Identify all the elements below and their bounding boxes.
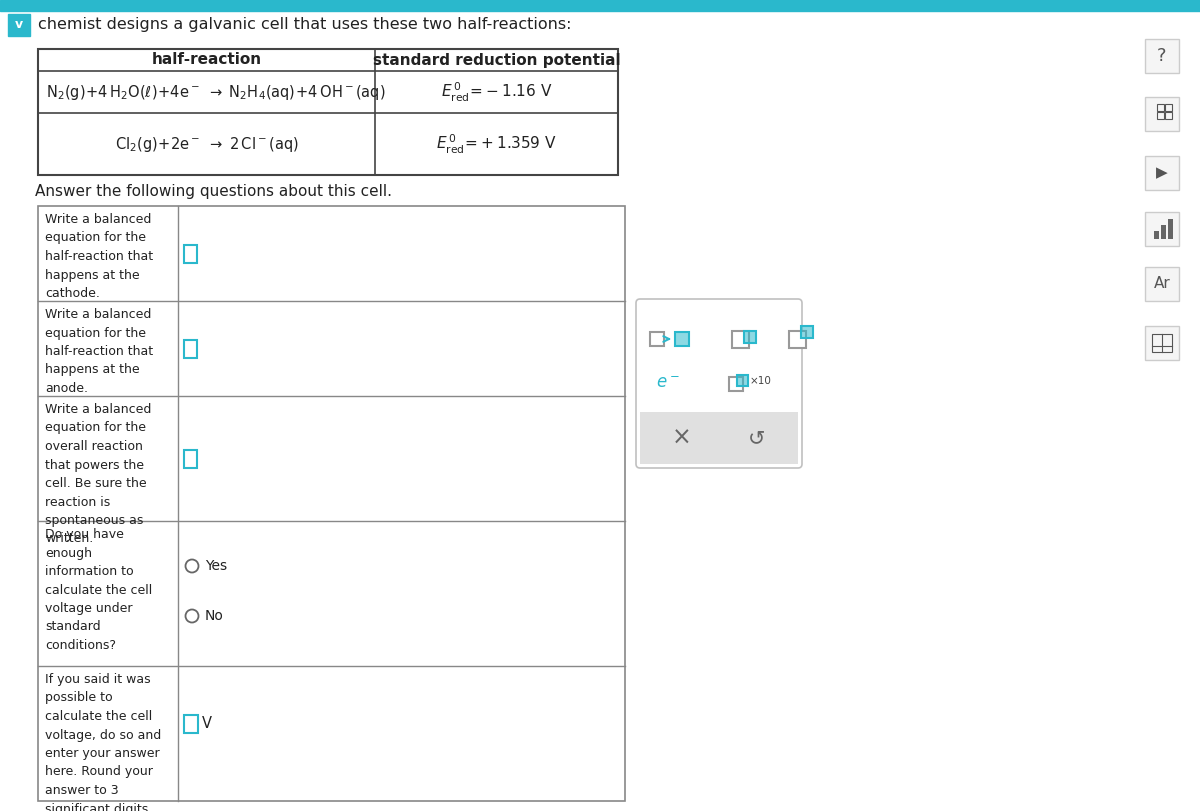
Bar xyxy=(674,332,689,346)
Bar xyxy=(184,340,197,358)
Text: $E^{\,0}_{\rm red}\!=\!-1.16\ \rm V$: $E^{\,0}_{\rm red}\!=\!-1.16\ \rm V$ xyxy=(440,80,552,104)
Text: ?: ? xyxy=(1157,47,1166,65)
Text: v: v xyxy=(14,19,23,32)
Text: ↺: ↺ xyxy=(748,428,766,448)
FancyBboxPatch shape xyxy=(636,299,802,468)
Text: ×: × xyxy=(672,426,691,450)
Bar xyxy=(1165,112,1172,119)
Bar xyxy=(38,206,625,801)
Bar xyxy=(1145,326,1178,360)
Text: half-reaction: half-reaction xyxy=(151,53,262,67)
Bar xyxy=(184,449,197,467)
Text: Answer the following questions about this cell.: Answer the following questions about thi… xyxy=(35,184,392,199)
Bar xyxy=(732,331,749,348)
Bar xyxy=(802,326,814,338)
Text: ▶: ▶ xyxy=(1156,165,1168,181)
Bar xyxy=(1145,156,1178,190)
Bar xyxy=(1168,219,1174,239)
Bar xyxy=(790,331,806,348)
Bar xyxy=(1145,267,1178,301)
Bar xyxy=(1152,334,1172,352)
Bar xyxy=(184,244,197,263)
Bar xyxy=(38,49,618,175)
Bar xyxy=(8,14,30,36)
Bar xyxy=(0,0,1200,11)
Text: Ar: Ar xyxy=(1153,277,1170,291)
Bar xyxy=(1145,212,1178,246)
Text: Write a balanced
equation for the
half-reaction that
happens at the
anode.: Write a balanced equation for the half-r… xyxy=(46,308,154,395)
Text: If you said it was
possible to
calculate the cell
voltage, do so and
enter your : If you said it was possible to calculate… xyxy=(46,673,161,811)
Bar xyxy=(650,332,664,346)
Bar xyxy=(640,412,798,464)
Text: Do you have
enough
information to
calculate the cell
voltage under
standard
cond: Do you have enough information to calcul… xyxy=(46,528,152,652)
Text: $e^-$: $e^-$ xyxy=(656,374,680,392)
Text: V: V xyxy=(202,716,212,731)
Bar xyxy=(737,375,748,386)
Text: Yes: Yes xyxy=(205,559,227,573)
Bar xyxy=(184,714,198,732)
Bar xyxy=(744,331,756,343)
Bar xyxy=(730,377,743,391)
Bar xyxy=(1157,112,1164,119)
Text: No: No xyxy=(205,609,224,623)
Text: $\rm Cl_2(g)\!+\!2e^-\ \rightarrow\ 2\,Cl^-(aq)$: $\rm Cl_2(g)\!+\!2e^-\ \rightarrow\ 2\,C… xyxy=(115,135,299,153)
Text: Write a balanced
equation for the
half-reaction that
happens at the
cathode.: Write a balanced equation for the half-r… xyxy=(46,213,154,300)
Bar xyxy=(1145,39,1178,73)
Bar xyxy=(1165,104,1172,111)
Bar xyxy=(1157,104,1164,111)
Text: standard reduction potential: standard reduction potential xyxy=(373,53,620,67)
Bar xyxy=(1154,231,1159,239)
Text: Write a balanced
equation for the
overall reaction
that powers the
cell. Be sure: Write a balanced equation for the overal… xyxy=(46,403,151,546)
Bar xyxy=(1162,225,1166,239)
Text: $\rm N_2(g)\!+\!4\,H_2O(\ell)\!+\!4e^-\ \rightarrow\ N_2H_4(aq)\!+\!4\,OH^-(aq)$: $\rm N_2(g)\!+\!4\,H_2O(\ell)\!+\!4e^-\ … xyxy=(46,83,385,101)
Text: $E^{\,0}_{\rm red}\!=\!+1.359\ \rm V$: $E^{\,0}_{\rm red}\!=\!+1.359\ \rm V$ xyxy=(437,132,557,156)
Text: ×10: ×10 xyxy=(750,376,772,386)
Bar xyxy=(1145,97,1178,131)
Text: chemist designs a galvanic cell that uses these two half-reactions:: chemist designs a galvanic cell that use… xyxy=(38,18,571,32)
